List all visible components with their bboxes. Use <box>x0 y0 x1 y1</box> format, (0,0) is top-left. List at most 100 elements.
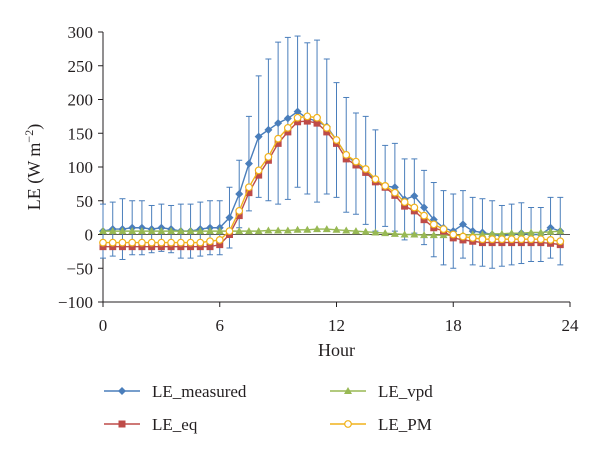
y-axis-title: LE (W m−2) <box>22 124 45 210</box>
data-point-le-pm <box>400 198 409 207</box>
y-axis-title-main: LE (W m <box>24 143 45 211</box>
data-point-le-vpd <box>313 225 322 233</box>
data-point-le-vpd <box>283 226 292 234</box>
data-point-le-vpd <box>342 226 351 234</box>
legend-marker <box>344 420 352 428</box>
data-point-le-vpd <box>147 227 156 235</box>
data-point-le-pm <box>381 181 390 190</box>
data-point-le-eq <box>323 128 331 136</box>
y-tick-label: 300 <box>68 23 94 42</box>
data-point-le-eq <box>313 119 321 127</box>
data-point-le-pm <box>507 235 516 244</box>
data-point-le-eq <box>235 212 243 220</box>
data-point-le-pm <box>439 225 448 234</box>
data-point-le-pm <box>274 134 283 143</box>
data-point-le-vpd <box>108 227 117 235</box>
y-axis-title-superscript: −2 <box>22 130 36 143</box>
data-point-le-vpd <box>157 227 166 235</box>
axes: −100 −50 0 50 100 150 200 250 300 0 6 12 18 24 <box>58 23 579 335</box>
x-tick-label: 6 <box>216 316 225 335</box>
data-point-le-pm <box>527 235 535 244</box>
data-point-le-vpd <box>176 227 185 235</box>
data-point-le-vpd <box>99 227 107 235</box>
data-point-le-eq <box>401 202 409 210</box>
y-ticks: −100 −50 0 50 100 150 200 250 300 <box>58 23 103 312</box>
data-point-le-vpd <box>244 227 253 235</box>
series-layer <box>99 35 565 269</box>
x-tick-label: 12 <box>328 316 345 335</box>
data-point-le-vpd <box>497 229 506 237</box>
y-tick-label: 100 <box>68 158 94 177</box>
data-point-le-eq <box>148 243 156 251</box>
y-tick-label: 250 <box>68 57 94 76</box>
data-point-le-vpd <box>507 229 516 237</box>
legend-item-le-vpd: LE_vpd <box>330 382 433 401</box>
legend-marker <box>118 420 126 428</box>
data-point-le-eq <box>245 189 253 197</box>
data-point-le-pm <box>556 237 565 246</box>
data-point-le-pm <box>206 237 214 246</box>
legend-label: LE_eq <box>152 415 198 434</box>
data-point-le-vpd <box>167 227 176 235</box>
data-point-le-pm <box>254 166 263 175</box>
data-point-le-eq <box>99 243 107 251</box>
data-point-le-measured <box>244 159 253 168</box>
data-point-le-vpd <box>264 226 273 234</box>
data-point-le-eq <box>255 171 263 179</box>
data-point-le-pm <box>108 238 117 247</box>
data-point-le-eq <box>128 243 136 251</box>
data-point-le-eq <box>420 216 428 224</box>
data-point-le-pm <box>322 123 331 132</box>
data-point-le-measured <box>420 203 429 212</box>
data-point-le-measured <box>254 132 263 141</box>
data-point-le-eq <box>196 243 204 251</box>
data-point-le-eq <box>303 117 311 125</box>
y-tick-label: 200 <box>68 91 94 110</box>
data-point-le-measured <box>410 192 419 201</box>
data-point-le-vpd <box>118 227 127 235</box>
data-point-le-vpd <box>439 231 448 239</box>
data-point-le-eq <box>284 128 292 136</box>
data-point-le-vpd <box>128 227 137 235</box>
data-point-le-pm <box>429 220 438 229</box>
data-point-le-vpd <box>400 230 409 238</box>
data-point-le-pm <box>118 238 127 247</box>
data-point-le-pm <box>157 238 166 247</box>
data-point-le-vpd <box>322 225 331 233</box>
data-point-le-vpd <box>527 228 536 236</box>
data-point-le-pm <box>449 230 458 239</box>
data-point-le-vpd <box>186 227 195 235</box>
y-tick-label: 150 <box>68 124 94 143</box>
data-point-le-pm <box>468 233 477 242</box>
data-point-le-eq <box>294 118 302 126</box>
data-point-le-measured <box>235 190 244 198</box>
data-point-le-vpd <box>206 227 215 235</box>
data-point-le-pm <box>536 235 545 244</box>
x-tick-label: 24 <box>562 316 580 335</box>
data-point-le-vpd <box>390 229 399 237</box>
y-tick-label: −50 <box>66 259 93 278</box>
data-point-le-vpd <box>254 227 263 235</box>
data-point-le-eq <box>177 243 185 251</box>
legend-label: LE_vpd <box>378 382 433 401</box>
x-axis-title: Hour <box>318 340 355 360</box>
data-point-le-vpd <box>351 227 360 235</box>
legend-marker <box>118 387 126 395</box>
data-point-le-vpd <box>137 227 146 235</box>
data-point-le-eq <box>342 155 350 163</box>
data-point-le-vpd <box>303 225 312 233</box>
data-point-le-pm <box>332 136 341 144</box>
y-tick-label: −100 <box>58 293 93 312</box>
data-point-le-vpd <box>293 225 302 233</box>
data-point-le-vpd <box>235 227 244 235</box>
data-point-le-pm <box>99 238 107 247</box>
data-point-le-pm <box>176 238 185 247</box>
data-point-le-vpd <box>332 225 341 233</box>
data-point-le-vpd <box>517 229 526 237</box>
data-point-le-pm <box>371 175 380 184</box>
legend-marker <box>344 387 352 394</box>
data-point-le-measured <box>225 213 234 222</box>
data-point-le-pm <box>186 238 195 247</box>
legend-item-le-pm: LE_PM <box>330 415 432 434</box>
data-point-le-eq <box>167 243 175 251</box>
